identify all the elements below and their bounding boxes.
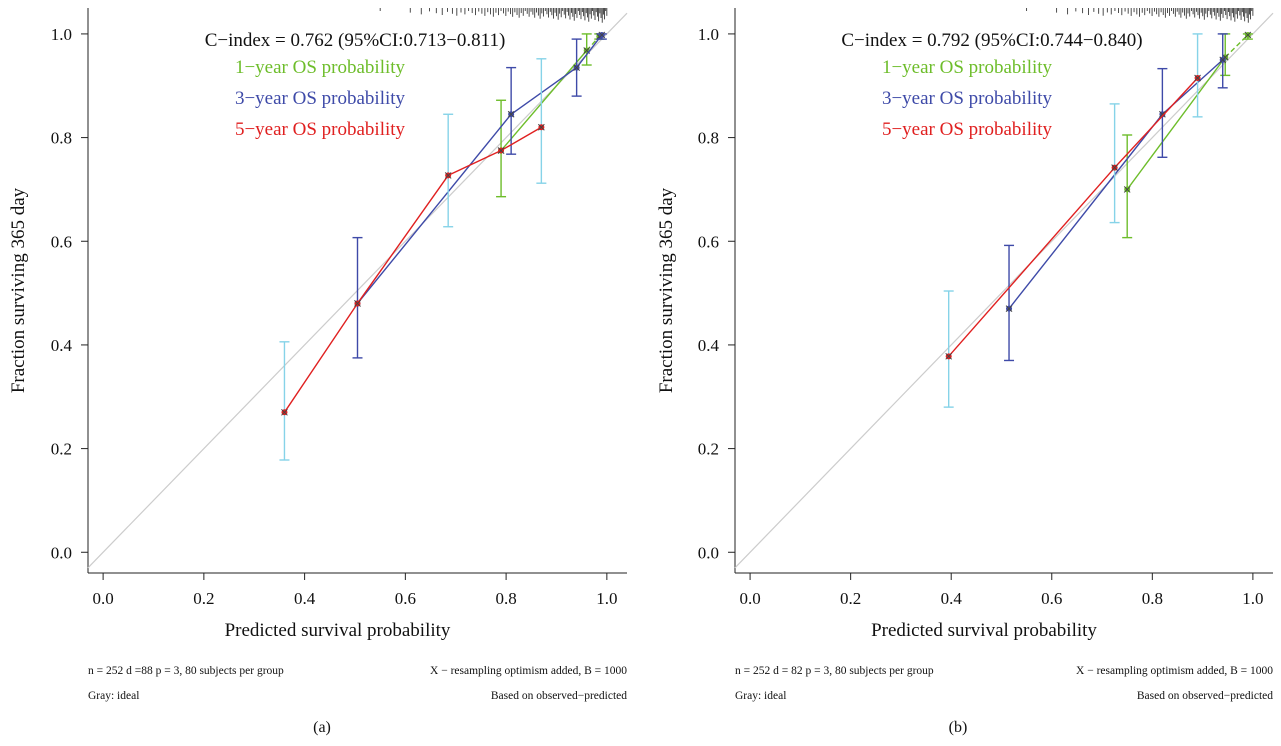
p0-series-1-line-segment — [576, 34, 603, 69]
p0-series-2-line-segment — [356, 175, 449, 304]
p0-series-1-optimism-marker — [573, 64, 580, 71]
p1-y-tick-label: 1.0 — [698, 25, 719, 44]
p0-y-tick-label: 1.0 — [51, 25, 72, 44]
p1-y-tick-label: 0.4 — [698, 336, 720, 355]
p1-x-tick-label: 0.2 — [840, 589, 861, 608]
p1-legend-entry-0: 1−year OS probability — [882, 57, 1053, 78]
p1-x-tick-label: 0.6 — [1041, 589, 1062, 608]
p0-legend-entry-0: 1−year OS probability — [235, 57, 406, 78]
p1-c-index-label: C−index = 0.792 (95%CI:0.744−0.840) — [841, 30, 1142, 51]
p1-series-0-optimism-marker — [1244, 31, 1252, 39]
p1-series-2-line-segment — [1114, 77, 1199, 169]
p0-x-tick-label: 0.6 — [395, 589, 416, 608]
p0-y-tick-label: 0.8 — [51, 129, 72, 148]
p1-y-tick-label: 0.0 — [698, 543, 719, 562]
p0-y-tick-label: 0.6 — [51, 232, 72, 251]
p0-footer-ideal-note: Gray: ideal — [88, 690, 139, 702]
p1-series-1-line-segment — [1008, 113, 1163, 310]
p1-series-1-optimism-marker — [1159, 110, 1166, 118]
p1-ideal-line — [734, 12, 1274, 569]
p1-x-tick-label: 0.4 — [941, 589, 963, 608]
p0-panel-label: (a) — [313, 719, 331, 736]
p0-footer-sample-info: n = 252 d =88 p = 3, 80 subjects per gro… — [88, 665, 284, 677]
p0-x-tick-label: 0.2 — [193, 589, 214, 608]
p0-series-2-optimism-marker — [354, 300, 361, 307]
p1-series-2-optimism-marker — [1111, 164, 1118, 172]
p0-series-2-optimism-marker — [538, 123, 545, 131]
p1-x-tick-label: 0.0 — [739, 589, 760, 608]
p1-series-0-optimism-marker — [1123, 186, 1131, 193]
p0-footer-resampling-note: X − resampling optimism added, B = 1000 — [430, 665, 627, 677]
p0-x-tick-label: 0.4 — [294, 589, 316, 608]
p0-x-axis-title: Predicted survival probability — [225, 620, 451, 641]
p1-series-1-optimism-marker — [1219, 56, 1227, 64]
p0-x-tick-label: 1.0 — [596, 589, 617, 608]
p0-series-2-optimism-marker — [497, 147, 505, 154]
p0-c-index-label: C−index = 0.762 (95%CI:0.713−0.811) — [205, 30, 506, 51]
p0-y-axis-title: Fraction surviving 365 day — [8, 187, 29, 393]
p0-legend-entry-1: 3−year OS probability — [235, 88, 406, 109]
p0-series-2-line-segment — [500, 126, 542, 152]
p0-footer-basis-note: Based on observed−predicted — [491, 690, 627, 702]
p1-footer-sample-info: n = 252 d = 82 p = 3, 80 subjects per gr… — [735, 665, 934, 677]
p0-series-2-optimism-marker — [281, 408, 288, 416]
p0-series-1-optimism-marker — [598, 31, 606, 39]
p1-footer-ideal-note: Gray: ideal — [735, 690, 786, 702]
p1-y-tick-label: 0.8 — [698, 129, 719, 148]
p1-y-tick-label: 0.6 — [698, 232, 719, 251]
p0-legend-entry-2: 5−year OS probability — [235, 119, 406, 140]
p0-series-2-line-segment — [283, 303, 359, 413]
p1-legend-entry-2: 5−year OS probability — [882, 119, 1053, 140]
p1-y-axis-title: Fraction surviving 365 day — [656, 187, 677, 393]
calibration-plot-b: 0.0 0.2 0.4 0.6 0.8 1.0 0.0 0.2 0.4 0.6 0.8 1.0 Pred… — [656, 8, 1274, 736]
calibration-plot-a: 0.0 0.2 0.4 0.6 0.8 1.0 0.0 0.2 0.4 0.6 0.8 1.0 Pred… — [8, 8, 628, 736]
p1-y-tick-label: 0.2 — [698, 440, 719, 459]
p1-series-2-optimism-marker — [1194, 74, 1201, 82]
p1-legend-entry-1: 3−year OS probability — [882, 88, 1053, 109]
p1-series-0-line-segment — [1126, 56, 1226, 190]
p0-y-tick-label: 0.0 — [51, 543, 72, 562]
p0-series-1-line-segment — [356, 113, 512, 304]
p0-x-tick-label: 0.0 — [92, 589, 113, 608]
p1-x-axis-title: Predicted survival probability — [871, 620, 1097, 641]
p0-x-tick-label: 0.8 — [495, 589, 516, 608]
p0-series-0-line-segment — [500, 50, 588, 152]
p1-series-1-optimism-marker — [1005, 305, 1013, 312]
p1-footer-resampling-note: X − resampling optimism added, B = 1000 — [1076, 665, 1273, 677]
p0-series-1-line-segment — [510, 67, 578, 115]
p0-y-tick-label: 0.4 — [51, 336, 73, 355]
p1-panel-label: (b) — [949, 719, 968, 736]
p1-series-0-line-segment — [1224, 34, 1249, 58]
p0-series-2-optimism-marker — [444, 172, 452, 179]
p1-x-tick-label: 0.8 — [1142, 589, 1163, 608]
p0-series-1-optimism-marker — [507, 110, 515, 118]
p0-series-2-line-segment — [447, 149, 502, 177]
p0-y-tick-label: 0.2 — [51, 440, 72, 459]
p1-x-tick-label: 1.0 — [1242, 589, 1263, 608]
p1-series-2-optimism-marker — [945, 352, 953, 360]
p1-series-2-line-segment — [948, 167, 1116, 357]
p1-footer-basis-note: Based on observed−predicted — [1137, 690, 1273, 702]
